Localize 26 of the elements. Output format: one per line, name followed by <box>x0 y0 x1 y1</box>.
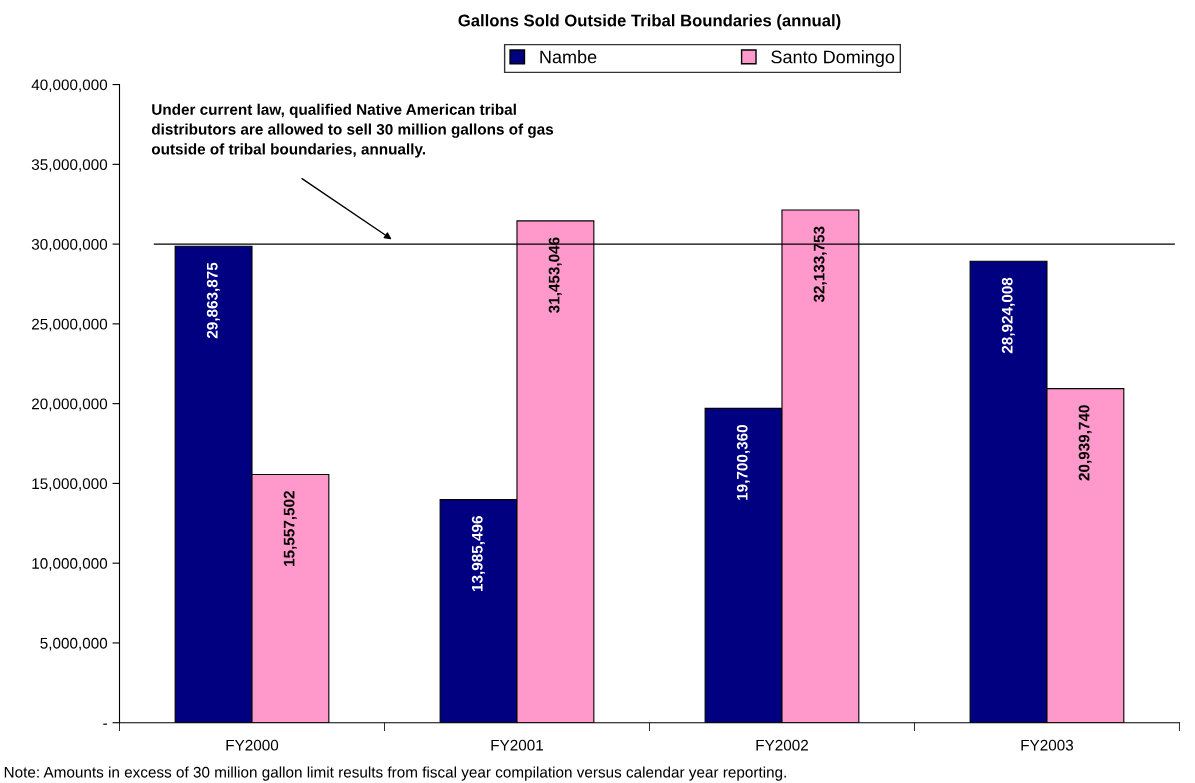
data-label: 15,557,502 <box>283 491 297 566</box>
y-tick-label: - <box>103 723 108 725</box>
text: Note: Amounts in excess of 30 million gallon limit results from fiscal year compilation versus calendar year reporting. <box>4 766 786 781</box>
y-tick-label: 20,000,000 <box>32 398 108 412</box>
x-tick-label: FY2000 <box>226 739 279 751</box>
data-label: 13,985,496 <box>471 516 485 592</box>
legend-label: Santo Domingo <box>771 50 895 67</box>
y-tick-label: 25,000,000 <box>32 318 108 332</box>
annotation: Under current law, qualified Native American tribal distributors are allowed to sell 30 million gallons of gas outside of tribal boundaries, annually. <box>151 103 554 158</box>
legend-label: Nambe <box>540 50 597 64</box>
data-label: 19,700,360 <box>736 424 750 500</box>
x-tick-label: FY2002 <box>756 739 808 751</box>
y-tick-label: 10,000,000 <box>32 558 108 571</box>
x-tick-label: FY2001 <box>491 739 543 751</box>
data-label: 31,453,046 <box>548 237 562 313</box>
x-tick-label: FY2003 <box>1021 739 1074 751</box>
y-tick-label: 40,000,000 <box>31 79 108 93</box>
data-label: 20,939,740 <box>1078 405 1092 481</box>
chart-title: Gallons Sold Outside Tribal Boundaries (annual) <box>458 14 841 30</box>
y-tick-label: 5,000,000 <box>40 637 108 651</box>
y-tick-label: 35,000,000 <box>31 159 108 172</box>
data-label: 32,133,753 <box>813 226 827 303</box>
data-label: 28,924,008 <box>1001 277 1015 354</box>
data-label: 29,863,875 <box>206 262 220 339</box>
y-tick-label: 30,000,000 <box>31 238 108 252</box>
y-tick-label: 15,000,000 <box>32 478 108 491</box>
